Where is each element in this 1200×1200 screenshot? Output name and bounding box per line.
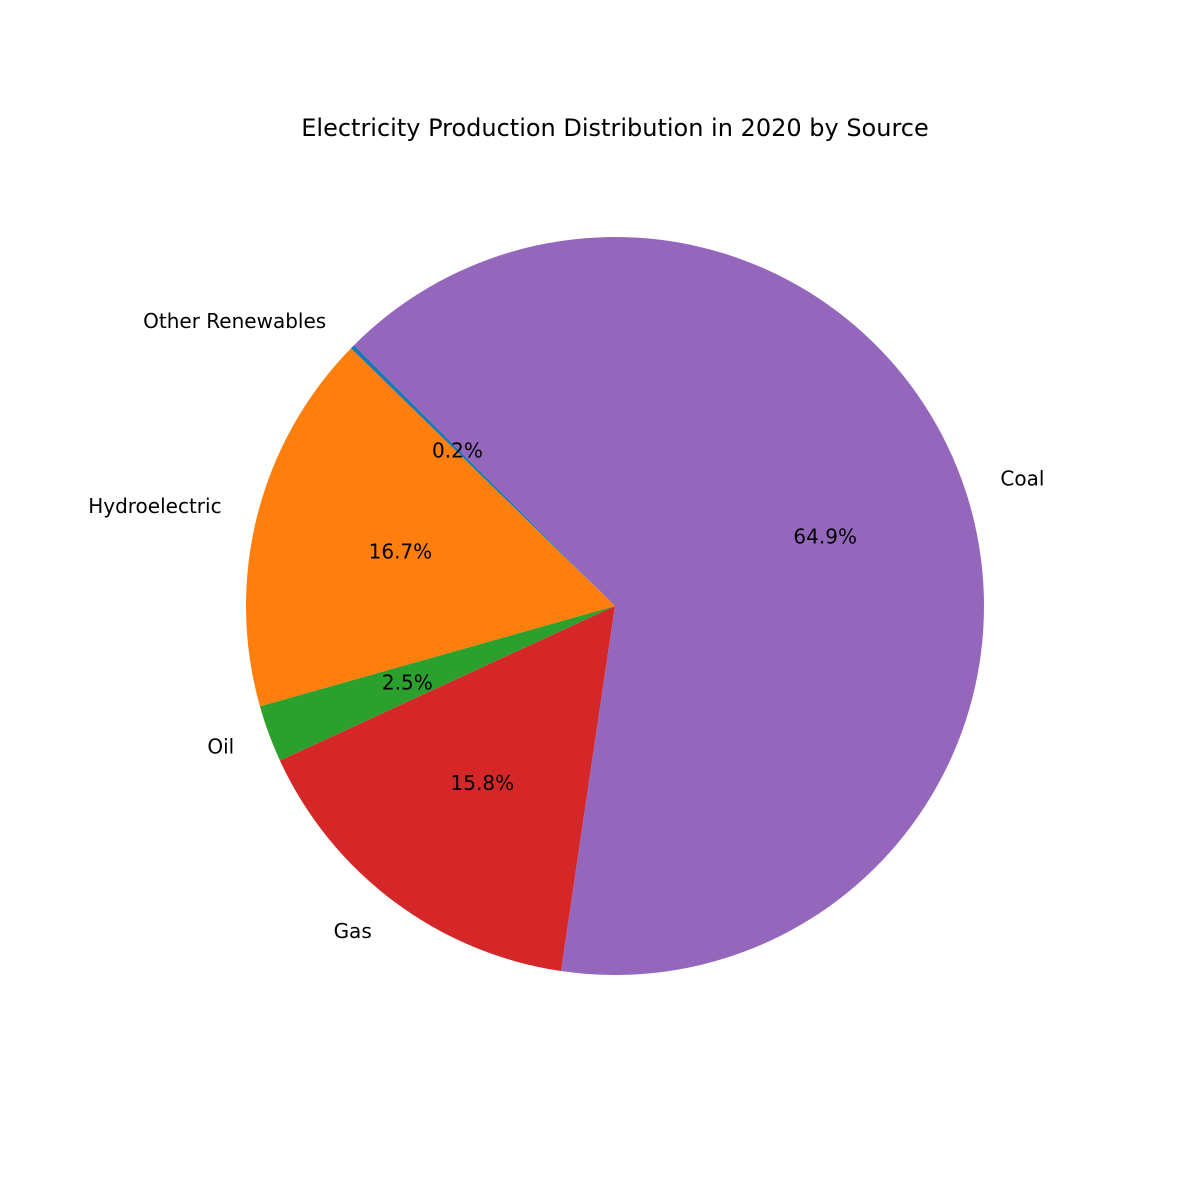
labels-layer: Other Renewables 0.2% Hydroelectric 16.7% Oi…	[88, 309, 1044, 943]
pie-slice-coal	[354, 237, 985, 976]
pie-slice-other-renewables	[350, 345, 615, 606]
slice-label-hydroelectric: Hydroelectric	[88, 494, 221, 518]
pct-label-oil: 2.5%	[382, 671, 433, 695]
chart-title: Electricity Production Distribution in 2…	[301, 114, 929, 142]
slice-label-coal: Coal	[1000, 467, 1044, 491]
pct-label-other-renewables: 0.2%	[432, 438, 483, 462]
slice-label-other-renewables: Other Renewables	[143, 309, 326, 333]
slices-layer	[245, 237, 985, 976]
pct-label-gas: 15.8%	[451, 771, 515, 795]
pct-label-coal: 64.9%	[793, 524, 857, 548]
pct-label-hydroelectric: 16.7%	[369, 539, 433, 563]
pie-slice-hydroelectric	[245, 348, 615, 707]
slice-label-gas: Gas	[334, 919, 372, 943]
pie-slice-oil	[259, 606, 615, 761]
pie-slice-gas	[279, 606, 615, 972]
slice-label-oil: Oil	[207, 735, 234, 759]
